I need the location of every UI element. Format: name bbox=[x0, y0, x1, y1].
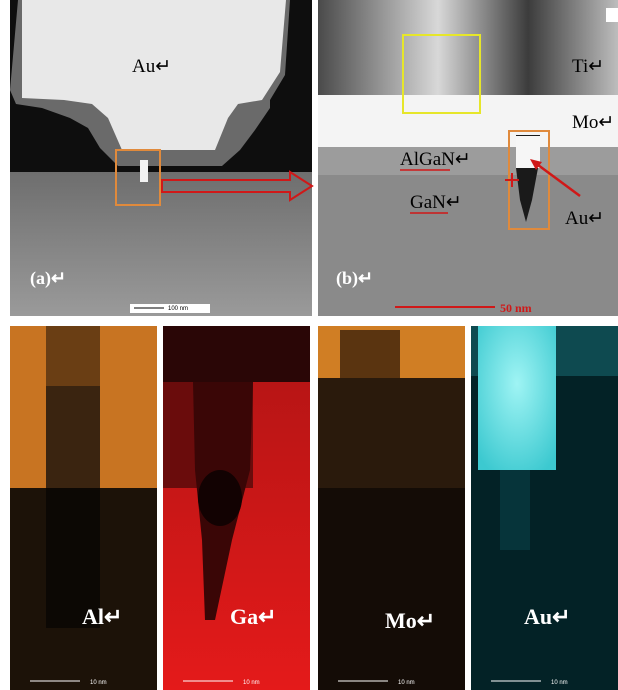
au-spike bbox=[140, 160, 148, 182]
layer-label: Ti↵ bbox=[572, 56, 604, 77]
scale-label: 10 nm bbox=[90, 680, 107, 686]
ti-layer bbox=[318, 0, 618, 95]
top-region bbox=[163, 326, 310, 382]
trench bbox=[500, 470, 530, 550]
scale-label: 50 nm bbox=[500, 301, 532, 315]
map-ga: Ga↵ 10 nm bbox=[163, 326, 310, 690]
corner-mark bbox=[606, 8, 618, 22]
material-label: Au↵ bbox=[132, 56, 171, 77]
center-region bbox=[46, 386, 100, 488]
scale-label: 10 nm bbox=[398, 680, 415, 686]
element-label: Al↵ bbox=[82, 604, 122, 629]
map-al: Al↵ 10 nm bbox=[10, 326, 157, 690]
scale-label: 100 nm bbox=[168, 306, 188, 312]
layer-label: Mo↵ bbox=[572, 112, 614, 133]
dark-core bbox=[198, 470, 242, 526]
al-region bbox=[10, 326, 46, 488]
marker-label: Au↵ bbox=[565, 208, 604, 229]
layer-label: AlGaN↵ bbox=[400, 149, 471, 170]
gan-layer bbox=[318, 175, 618, 316]
scale-label: 10 nm bbox=[551, 680, 568, 686]
map-mo: Mo↵ 10 nm bbox=[318, 326, 465, 690]
layer-label: GaN↵ bbox=[410, 192, 462, 213]
scale-label: 10 nm bbox=[243, 680, 260, 686]
mo-gap bbox=[340, 330, 400, 378]
panel-label: (a)↵ bbox=[30, 268, 66, 289]
mid-region bbox=[318, 378, 465, 488]
element-label: Au↵ bbox=[524, 604, 571, 629]
al-region bbox=[100, 326, 157, 488]
map-au: Au↵ 10 nm bbox=[471, 326, 618, 690]
panel-label: (b)↵ bbox=[336, 268, 373, 289]
au-pillar bbox=[478, 326, 556, 470]
element-label: Ga↵ bbox=[230, 604, 277, 629]
panel-a: Au↵ (a)↵ 100 nm bbox=[10, 0, 312, 316]
panel-b: Ti↵ Mo↵ AlGaN↵ GaN↵ Au↵ (b)↵ 50 nm bbox=[318, 0, 618, 316]
figure: Au↵ (a)↵ 100 nm Ti↵ Mo↵ AlGaN↵ GaN↵ Au↵ … bbox=[0, 0, 618, 690]
element-label: Mo↵ bbox=[385, 608, 435, 633]
